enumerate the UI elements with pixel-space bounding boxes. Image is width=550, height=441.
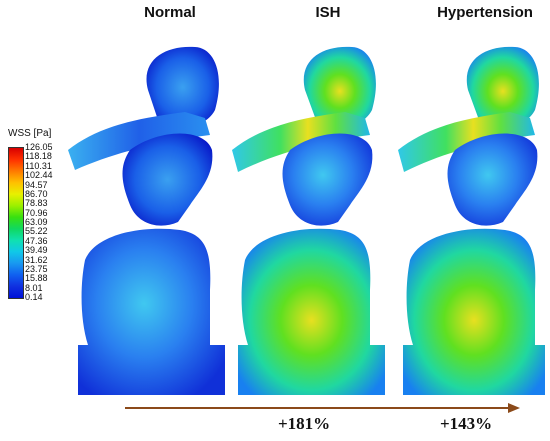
legend-tick-label: 126.05 (25, 142, 53, 152)
legend-tick-label: 86.70 (25, 188, 48, 199)
legend-tick-label: 31.62 (25, 254, 48, 265)
column-title-ish: ISH (315, 4, 341, 21)
normal-aorta-lower (78, 228, 225, 395)
legend-tick-label: 0.14 (25, 292, 43, 302)
progression-arrow (125, 403, 520, 413)
hypertension-aorta-lower (403, 228, 545, 395)
legend-tick-label: 47.36 (25, 235, 48, 246)
legend-tick-label: 63.09 (25, 217, 48, 227)
color-scale-bar (8, 147, 24, 299)
hypertension-aorta-upper (398, 46, 539, 226)
legend-tick-label: 118.18 (25, 151, 52, 162)
normal-aorta-upper (68, 46, 219, 226)
legend-tick-label: 94.57 (25, 179, 48, 190)
ish-aorta-lower (238, 228, 385, 395)
legend-title: WSS [Pa] (8, 128, 52, 139)
legend-tick-label: 110.31 (25, 160, 52, 171)
hypertension-increase-label: +143% (440, 414, 493, 433)
legend-tick-label: 23.75 (25, 263, 48, 274)
legend-tick-label: 70.96 (25, 207, 48, 218)
legend-tick-label: 55.22 (25, 226, 48, 237)
legend-tick-label: 102.44 (25, 170, 53, 181)
legend-tick-label: 78.83 (25, 198, 48, 209)
legend-tick-label: 15.88 (25, 273, 48, 284)
legend-tick-label: 8.01 (25, 282, 43, 293)
column-title-hypertension: Hypertension (437, 4, 533, 21)
column-title-normal: Normal (144, 4, 196, 21)
ish-increase-label: +181% (278, 414, 331, 433)
ish-aorta-upper (232, 46, 376, 226)
legend-tick-label: 39.49 (25, 245, 48, 256)
